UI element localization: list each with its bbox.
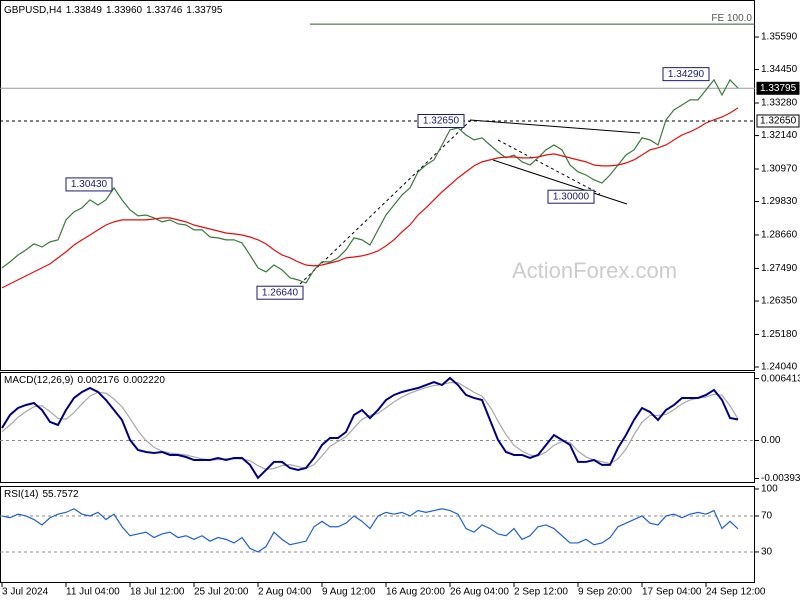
y-tick-label: 1.34450 [761, 64, 798, 75]
rsi-panel [0, 486, 755, 583]
header-field: 0.002220 [123, 375, 165, 386]
trend-line [497, 139, 601, 195]
y-tick-label: 1.28660 [761, 230, 798, 241]
annotation-label: 1.26640 [262, 287, 299, 298]
y-tick-label: 0.006413 [761, 373, 800, 384]
macd-line [1, 376, 739, 480]
y-tick-label: 1.25180 [761, 329, 798, 340]
x-tick-label: 9 Aug 12:00 [322, 587, 376, 598]
price-line [1, 78, 739, 284]
y-tick-label: 1.32140 [761, 130, 798, 141]
x-tick-label: 26 Aug 04:00 [450, 587, 509, 598]
panel-header: MACD(12,26,9) 0.002176 0.002220 [4, 375, 165, 386]
fe-label: FE 100.0 [711, 13, 752, 24]
annotation-label: 1.32650 [423, 116, 460, 127]
x-tick-label: 2 Sep 12:00 [514, 587, 568, 598]
annotation-label: 1.30430 [71, 179, 108, 190]
y-tick-label: 1.35590 [761, 32, 798, 43]
y-tick-label: 1.26350 [761, 296, 798, 307]
panel-header: GBPUSD,H4 1.33849 1.33960 1.33746 1.33795 [4, 5, 223, 16]
trend-line [469, 119, 641, 134]
x-tick-label: 3 Jul 2024 [2, 587, 49, 598]
y-tick-label: 1.24040 [761, 362, 798, 373]
annotation-box [417, 114, 465, 128]
rsi-line [1, 508, 739, 553]
header-field: 1.33849 [66, 5, 103, 16]
y-tick-label: -0.003938 [761, 473, 800, 484]
header-field: GBPUSD,H4 [4, 5, 62, 16]
annotation-box [662, 67, 710, 82]
header-field: 1.33746 [146, 5, 183, 16]
level-label: 1.32650 [760, 116, 797, 127]
x-tick-label: 16 Aug 20:00 [386, 587, 445, 598]
y-tick-label: 100 [761, 484, 778, 495]
x-tick-label: 18 Jul 12:00 [130, 587, 185, 598]
signal-line [1, 382, 739, 471]
x-tick-label: 2 Aug 04:00 [258, 587, 312, 598]
annotation-box [547, 189, 595, 204]
x-tick-label: 25 Jul 20:00 [194, 587, 249, 598]
x-tick-label: 9 Sep 20:00 [578, 587, 632, 598]
header-field: 1.33795 [186, 5, 223, 16]
x-tick-label: 24 Sep 12:00 [706, 587, 766, 598]
x-tick-label: 11 Jul 04:00 [66, 587, 120, 598]
annotation-box [256, 285, 304, 300]
header-field: RSI(14) [4, 489, 38, 500]
annotation-box [65, 177, 113, 192]
y-tick-label: 30 [761, 547, 773, 558]
y-tick-label: 1.33280 [761, 98, 798, 109]
y-tick-label: 1.29830 [761, 196, 798, 207]
y-tick-label: 70 [761, 511, 773, 522]
x-tick-label: 17 Sep 04:00 [642, 587, 702, 598]
level-label: 1.33795 [760, 83, 797, 94]
panel-header: RSI(14) 55.7572 [4, 489, 79, 500]
annotation-label: 1.34290 [668, 69, 705, 80]
y-tick-label: 1.30970 [761, 164, 798, 175]
y-tick-label: 1.27490 [761, 263, 798, 274]
macd-panel [0, 372, 755, 483]
header-field: MACD(12,26,9) [4, 375, 73, 386]
y-tick-label: 0.00 [761, 435, 781, 446]
moving-average [1, 107, 739, 289]
trend-line [492, 159, 628, 205]
watermark: ActionForex.com [512, 258, 677, 283]
annotation-label: 1.30000 [553, 191, 590, 202]
header-field: 55.7572 [42, 489, 79, 500]
header-field: 0.002176 [77, 375, 119, 386]
price-panel [0, 0, 755, 371]
level-box [756, 81, 800, 95]
level-box [756, 114, 800, 128]
header-field: 1.33960 [106, 5, 143, 16]
